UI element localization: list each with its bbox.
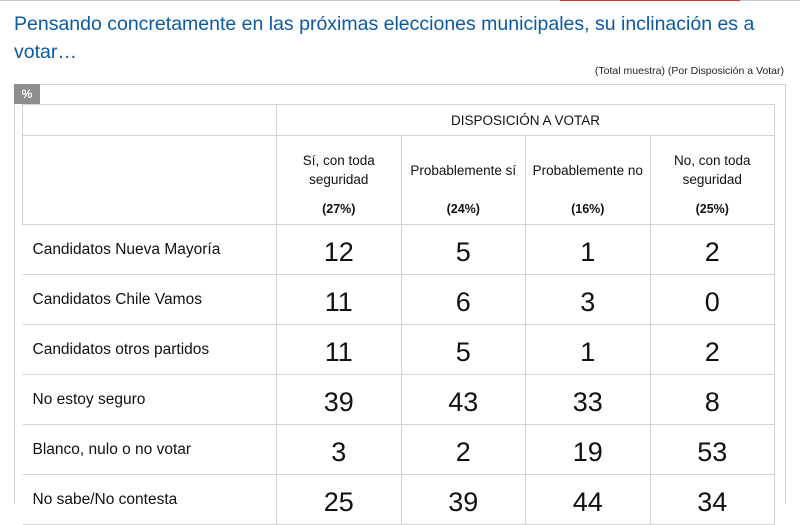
column-header: Probablemente no (16%) bbox=[525, 135, 651, 225]
value-cell: 3 bbox=[525, 274, 651, 325]
value-cell: 25 bbox=[276, 474, 402, 525]
value-cell: 19 bbox=[525, 424, 651, 475]
value-cell: 2 bbox=[649, 324, 776, 375]
value-cell: 53 bbox=[649, 424, 776, 475]
row-label: Blanco, nulo o no votar bbox=[22, 424, 277, 475]
value-cell: 34 bbox=[649, 474, 776, 525]
table-row: Candidatos otros partidos 11 5 1 2 bbox=[22, 324, 776, 375]
row-label: Candidatos Nueva Mayoría bbox=[22, 224, 277, 275]
value-cell: 2 bbox=[400, 424, 526, 475]
row-label: Candidatos otros partidos bbox=[22, 324, 277, 375]
subtitle: (Total muestra) (Por Disposición a Votar… bbox=[594, 65, 784, 77]
value-cell: 3 bbox=[276, 424, 402, 475]
value-cell: 43 bbox=[400, 374, 526, 425]
table-row: No estoy seguro 39 43 33 8 bbox=[22, 374, 776, 425]
row-label: No estoy seguro bbox=[22, 374, 277, 425]
value-cell: 6 bbox=[400, 274, 526, 325]
value-cell: 5 bbox=[400, 324, 526, 375]
column-header: Probablemente sí (24%) bbox=[400, 135, 526, 225]
column-name: No, con toda seguridad bbox=[673, 153, 751, 187]
column-header-row: Sí, con toda seguridad (27%) Probablement… bbox=[22, 135, 776, 225]
value-cell: 33 bbox=[525, 374, 651, 425]
top-rule bbox=[0, 0, 800, 5]
value-cell: 5 bbox=[400, 224, 526, 275]
value-cell: 1 bbox=[525, 324, 651, 375]
corner-cell bbox=[22, 104, 277, 136]
column-header: No, con toda seguridad (25%) bbox=[649, 135, 776, 225]
value-cell: 11 bbox=[276, 324, 402, 375]
table-row: No sabe/No contesta 25 39 44 34 bbox=[22, 474, 776, 525]
group-header: DISPOSICIÓN A VOTAR bbox=[275, 104, 776, 136]
table-row: Candidatos Nueva Mayoría 12 5 1 2 bbox=[22, 224, 776, 275]
column-name: Sí, con toda seguridad bbox=[302, 153, 375, 187]
value-cell: 2 bbox=[649, 224, 776, 275]
column-share: (25%) bbox=[695, 202, 729, 216]
value-cell: 11 bbox=[276, 274, 402, 325]
column-share: (16%) bbox=[571, 202, 605, 216]
value-cell: 1 bbox=[525, 224, 651, 275]
column-share: (27%) bbox=[322, 202, 356, 216]
data-table: DISPOSICIÓN A VOTAR Sí, con toda segurid… bbox=[22, 104, 776, 525]
corner-cell bbox=[22, 135, 277, 225]
value-cell: 12 bbox=[276, 224, 402, 275]
row-label: No sabe/No contesta bbox=[22, 474, 277, 525]
value-cell: 39 bbox=[400, 474, 526, 525]
value-cell: 8 bbox=[649, 374, 776, 425]
table-row: Blanco, nulo o no votar 3 2 19 53 bbox=[22, 424, 776, 475]
page-title: Pensando concretamente en las próximas e… bbox=[14, 13, 755, 63]
row-label: Candidatos Chile Vamos bbox=[22, 274, 277, 325]
table-row: Candidatos Chile Vamos 11 6 3 0 bbox=[22, 274, 776, 325]
column-header: Sí, con toda seguridad (27%) bbox=[276, 135, 402, 225]
value-cell: 0 bbox=[649, 274, 776, 325]
column-share: (24%) bbox=[446, 202, 480, 216]
group-header-row: DISPOSICIÓN A VOTAR bbox=[22, 104, 776, 136]
column-name: Probablemente no bbox=[532, 162, 643, 178]
column-name: Probablemente sí bbox=[410, 162, 517, 178]
percent-badge: % bbox=[14, 84, 40, 104]
value-cell: 39 bbox=[276, 374, 402, 425]
value-cell: 44 bbox=[525, 474, 651, 525]
